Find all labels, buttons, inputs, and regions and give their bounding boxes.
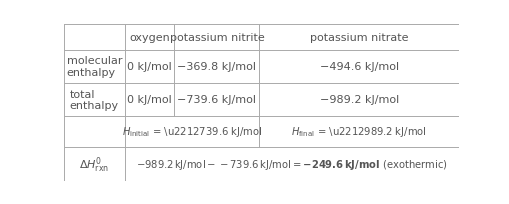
Text: −739.6 kJ/mol: −739.6 kJ/mol — [177, 95, 256, 105]
Text: potassium nitrite: potassium nitrite — [169, 32, 264, 42]
Text: molecular
enthalpy: molecular enthalpy — [67, 56, 122, 78]
Text: $\mathit{H}_{\mathrm{initial}}$ = \u2212739.6 kJ/mol: $\mathit{H}_{\mathrm{initial}}$ = \u2212… — [122, 125, 262, 139]
Text: total
enthalpy: total enthalpy — [70, 89, 119, 111]
Text: $\mathit{H}_{\mathrm{final}}$ = \u2212989.2 kJ/mol: $\mathit{H}_{\mathrm{final}}$ = \u221298… — [291, 125, 427, 139]
Text: −369.8 kJ/mol: −369.8 kJ/mol — [177, 62, 256, 72]
Text: $-989.2\,\mathrm{kJ/mol} - -739.6\,\mathrm{kJ/mol} = \mathbf{-249.6\,kJ/mol}$ (e: $-989.2\,\mathrm{kJ/mol} - -739.6\,\math… — [136, 157, 447, 171]
Text: $\Delta H^0_{\mathrm{rxn}}$: $\Delta H^0_{\mathrm{rxn}}$ — [79, 154, 109, 174]
Text: −989.2 kJ/mol: −989.2 kJ/mol — [319, 95, 398, 105]
Text: 0 kJ/mol: 0 kJ/mol — [127, 95, 172, 105]
Text: potassium nitrate: potassium nitrate — [309, 32, 408, 42]
Text: 0 kJ/mol: 0 kJ/mol — [127, 62, 172, 72]
Text: −494.6 kJ/mol: −494.6 kJ/mol — [319, 62, 398, 72]
Text: oxygen: oxygen — [129, 32, 170, 42]
